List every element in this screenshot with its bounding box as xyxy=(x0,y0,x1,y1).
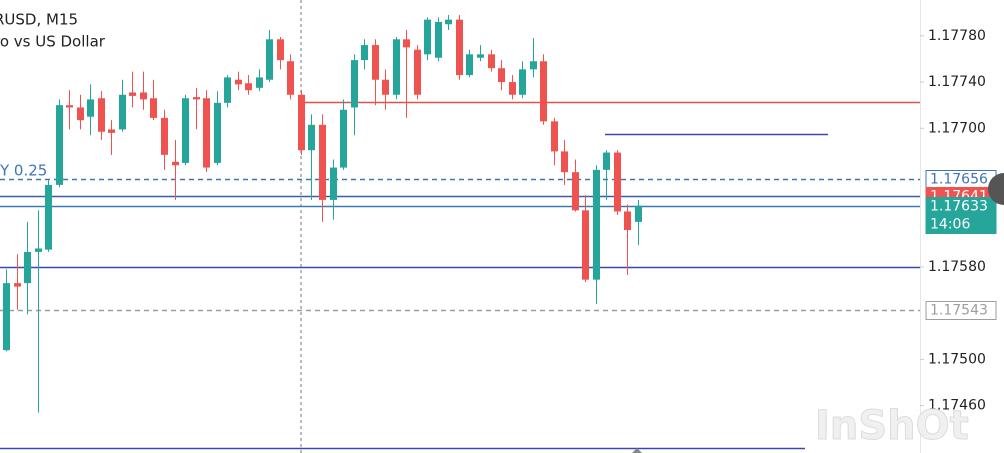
candle-body xyxy=(214,102,221,163)
candle-body xyxy=(477,54,484,58)
candle-body xyxy=(466,54,473,76)
candle-body xyxy=(14,283,21,287)
candle-body xyxy=(593,169,600,280)
candle-body xyxy=(266,39,273,80)
candle-body xyxy=(445,19,452,25)
candle-body xyxy=(119,94,126,130)
candle-body xyxy=(424,19,431,55)
candle-body xyxy=(530,61,537,70)
candle-body xyxy=(572,172,579,211)
candle-body xyxy=(277,39,284,61)
candle-body xyxy=(203,98,210,168)
price-axis: 1.17780 1.17740 1.17700 1.17580 1.17500 1.174… xyxy=(920,28,997,414)
candle-body xyxy=(24,251,31,284)
annotation: Y 0.25 xyxy=(0,162,47,180)
candle-body xyxy=(614,152,621,212)
candle-body xyxy=(87,99,94,117)
candle-body xyxy=(393,39,400,95)
candle-body xyxy=(140,92,147,100)
candle-body xyxy=(56,105,63,185)
candle-body xyxy=(582,210,589,280)
candle-body xyxy=(287,61,294,95)
candle-body xyxy=(35,248,42,252)
candle-body xyxy=(308,124,315,151)
candle-body xyxy=(150,98,157,118)
candle-body xyxy=(129,92,136,96)
candle-body xyxy=(551,121,558,152)
candle-body xyxy=(498,68,505,83)
candle-body xyxy=(435,21,442,58)
y-tick-label: 1.17700 xyxy=(928,120,986,136)
candle-body xyxy=(414,49,421,95)
candle-body xyxy=(245,83,252,91)
countdown: 14:06 xyxy=(930,217,970,233)
y-tick-label: 1.17580 xyxy=(928,259,986,275)
candle-body xyxy=(403,39,410,48)
candle-body xyxy=(98,98,105,132)
candle-body xyxy=(361,45,368,61)
scroll-marker xyxy=(632,448,642,453)
candle-body xyxy=(330,167,337,200)
price-label: 1.17543 xyxy=(930,303,988,319)
candle-body xyxy=(45,184,52,250)
candle-body xyxy=(224,77,231,103)
price-label: 1.17633 xyxy=(930,199,988,215)
candle-body xyxy=(540,61,547,122)
candle-body xyxy=(172,161,179,166)
candle-body xyxy=(624,211,631,230)
candle-body xyxy=(182,98,189,163)
candle-body xyxy=(77,107,84,121)
candle-body xyxy=(509,82,516,95)
candle-body xyxy=(66,105,73,108)
candles xyxy=(3,15,642,413)
candle-body xyxy=(488,54,495,69)
candle-body xyxy=(561,151,568,173)
candle-body xyxy=(235,79,242,85)
candle-body xyxy=(372,45,379,80)
candle-body xyxy=(603,152,610,170)
candle-body xyxy=(382,79,389,95)
candle-body xyxy=(3,283,10,351)
candle-body xyxy=(256,77,263,88)
watermark: InShOt xyxy=(815,403,969,449)
price-label-box xyxy=(925,197,997,234)
y-tick-label: 1.17500 xyxy=(928,351,986,367)
levels xyxy=(0,101,920,450)
candle-body xyxy=(635,205,642,222)
scroll-handle[interactable] xyxy=(988,173,1004,205)
price-label: 1.17656 xyxy=(930,172,988,188)
candle-body xyxy=(351,60,358,108)
y-tick-label: 1.17740 xyxy=(928,74,986,90)
candle-body xyxy=(193,97,200,100)
y-tick-label: 1.17460 xyxy=(928,398,986,414)
y-tick-label: 1.17780 xyxy=(928,28,986,44)
candle-body xyxy=(519,69,526,95)
chart-title: RUSD, M15 xyxy=(0,11,78,29)
price-label-box xyxy=(925,301,997,320)
chart-subtitle: ro vs US Dollar xyxy=(0,33,106,51)
candle-body xyxy=(340,109,347,168)
candle-body xyxy=(161,117,168,155)
candle-body xyxy=(108,129,115,133)
candle-body xyxy=(298,94,305,151)
candle-body xyxy=(319,124,326,200)
candle-body xyxy=(456,19,463,76)
